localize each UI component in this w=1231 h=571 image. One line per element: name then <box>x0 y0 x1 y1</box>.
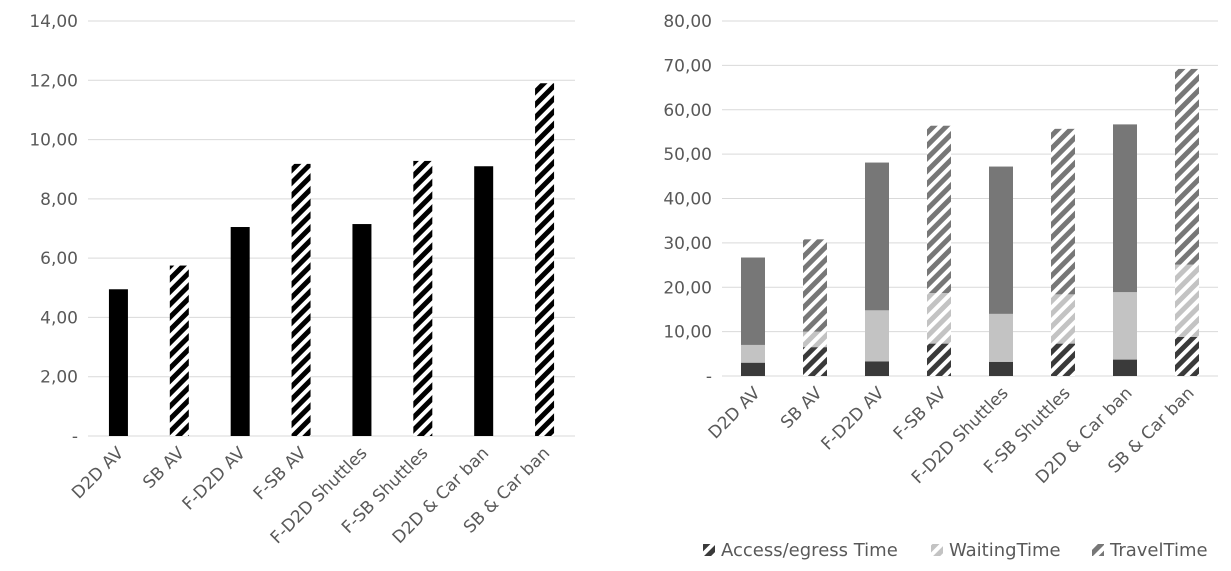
stacked-bar-segment <box>865 162 889 311</box>
y-tick-label: 10,00 <box>663 323 712 343</box>
stacked-bar-segment <box>741 344 765 363</box>
x-tick-label: D2D AV <box>705 383 765 443</box>
x-tick-label: SB AV <box>777 383 827 433</box>
legend-swatch <box>703 544 715 556</box>
stacked-bar-segment <box>803 239 827 332</box>
legend-label: Access/egress Time <box>721 540 898 561</box>
total-chart: - 2,00 4,00 6,00 8,00 10,00 12,00 14,00 D2D AV SB… <box>29 12 575 548</box>
y-tick-label: 4,00 <box>40 308 78 328</box>
bar <box>535 83 555 436</box>
y-tick-label: - <box>706 367 712 387</box>
stacked-time-chart: - 10,00 20,00 30,00 40,00 50,00 60,00 70,00 80,0… <box>663 12 1218 488</box>
bar <box>474 166 494 436</box>
stacked-bar-segment <box>927 343 951 376</box>
legend-label: TravelTime <box>1109 540 1208 561</box>
stacked-bar-segment <box>989 313 1013 362</box>
stacked-bar-segment <box>1175 336 1199 376</box>
stacked-bar-segment <box>1175 68 1199 265</box>
y-tick-label: 8,00 <box>40 190 78 210</box>
bar <box>413 160 433 436</box>
y-tick-label: 14,00 <box>29 12 78 32</box>
stacked-bar-segment <box>1113 292 1137 360</box>
y-tick-label: - <box>72 427 78 447</box>
bar <box>108 289 128 436</box>
y-tick-label: 10,00 <box>29 131 78 151</box>
stacked-bar-segment <box>927 293 951 344</box>
stacked-bar-segment <box>1113 124 1137 293</box>
y-tick-label: 20,00 <box>663 278 712 298</box>
y-tick-label: 30,00 <box>663 234 712 254</box>
stacked-bar-segment <box>741 257 765 345</box>
y-tick-label: 6,00 <box>40 249 78 269</box>
y-tick-label: 60,00 <box>663 101 712 121</box>
stacked-bar-segment <box>1051 128 1075 295</box>
stacked-bar-segment <box>865 361 889 376</box>
stacked-bar-segment <box>989 361 1013 376</box>
stacked-bar-segment <box>803 331 827 348</box>
stacked-bar-segment <box>1175 264 1199 337</box>
stacked-bar-segment <box>989 166 1013 314</box>
y-tick-label: 2,00 <box>40 368 78 388</box>
legend-swatch <box>931 544 943 556</box>
x-tick-label: SB AV <box>139 443 189 493</box>
x-tick-label: F-D2D AV <box>817 383 888 454</box>
x-tick-label: F-SB AV <box>250 443 311 504</box>
x-tick-label: D2D AV <box>68 443 128 503</box>
stacked-bar-segment <box>1051 343 1075 376</box>
bar <box>169 265 189 436</box>
y-tick-label: 80,00 <box>663 12 712 32</box>
legend: Access/egress Time WaitingTime TravelTime <box>703 540 1208 561</box>
stacked-bar-segment <box>803 347 827 376</box>
stacked-bar-segment <box>741 362 765 376</box>
bar <box>352 224 372 436</box>
y-tick-label: 40,00 <box>663 190 712 210</box>
bar <box>291 163 311 436</box>
y-tick-label: 50,00 <box>663 145 712 165</box>
x-tick-label: F-SB AV <box>890 383 951 444</box>
stacked-bar-segment <box>1051 294 1075 344</box>
legend-label: WaitingTime <box>949 540 1061 561</box>
legend-swatch <box>1092 544 1104 556</box>
bar <box>230 227 250 436</box>
y-tick-label: 12,00 <box>29 71 78 91</box>
stacked-bar-segment <box>927 125 951 294</box>
y-tick-label: 70,00 <box>663 56 712 76</box>
stacked-bar-segment <box>1113 359 1137 376</box>
stacked-bar-segment <box>865 310 889 362</box>
x-tick-label: F-D2D AV <box>179 443 250 514</box>
